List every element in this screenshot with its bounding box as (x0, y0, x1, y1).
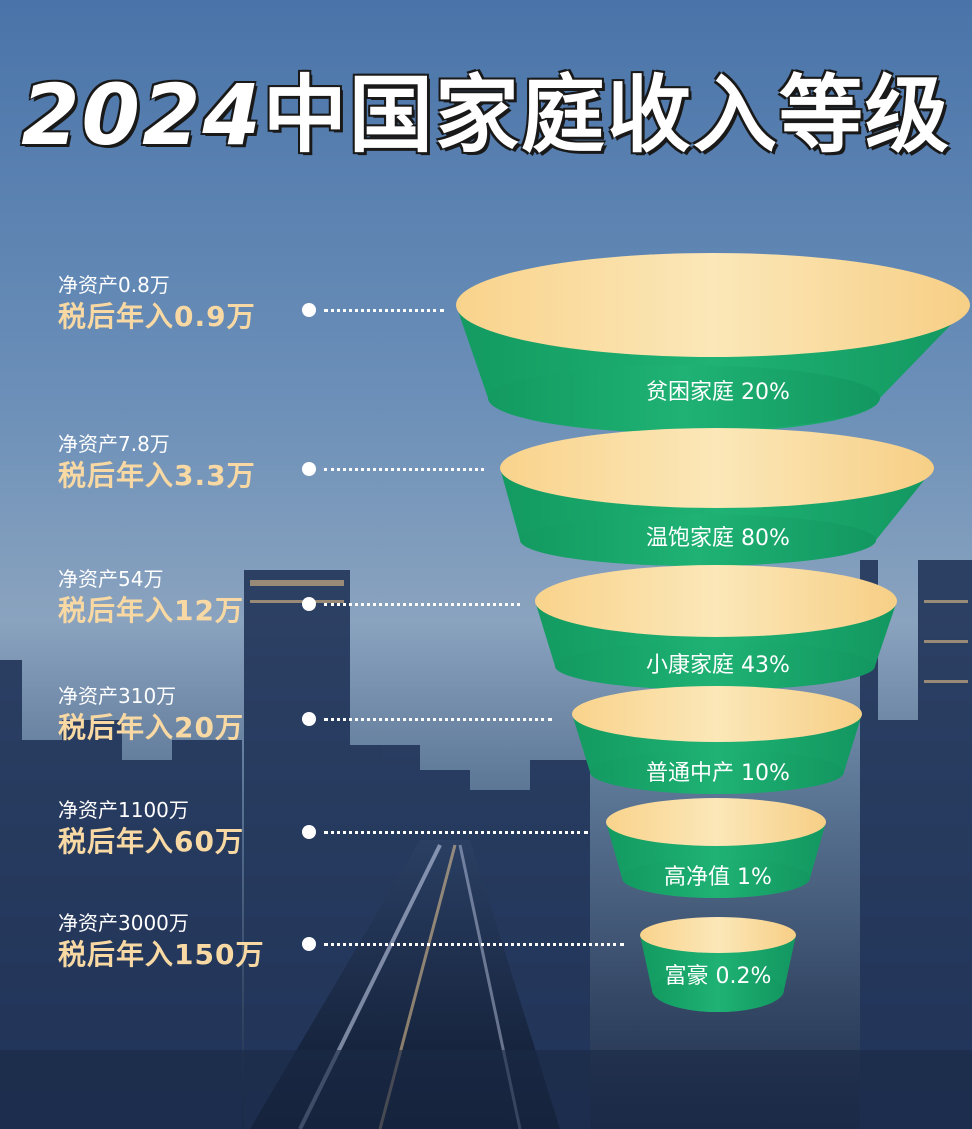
tier-name-1: 贫困家庭 20% (646, 380, 790, 405)
tier-info-2: 净资产7.8万 税后年入3.3万 (58, 431, 256, 495)
connector-line-6 (324, 943, 624, 946)
net-asset-text: 净资产7.8万 (58, 432, 170, 456)
net-asset-text: 净资产0.8万 (58, 273, 170, 297)
main-title: 2024中国家庭收入等级 (0, 48, 972, 169)
after-tax-income-text: 税后年入60万 (58, 825, 244, 858)
connector-dot-3 (302, 597, 316, 611)
net-asset-text: 净资产1100万 (58, 798, 189, 822)
after-tax-income-text: 税后年入0.9万 (58, 300, 256, 333)
after-tax-income-text: 税后年入150万 (58, 938, 265, 971)
tier-name-5: 高净值 1% (664, 865, 772, 890)
tier-name-6: 富豪 0.2% (664, 964, 772, 989)
tier-info-3: 净资产54万 税后年入12万 (58, 566, 244, 630)
title-text: 中国家庭收入等级 (262, 66, 951, 164)
title-year: 2024 (21, 66, 263, 164)
tier-name-2: 温饱家庭 80% (646, 526, 790, 551)
tier-info-6: 净资产3000万 税后年入150万 (58, 910, 264, 974)
tier-info-5: 净资产1100万 税后年入60万 (58, 797, 244, 861)
connector-dot-2 (302, 462, 316, 476)
tier-name-3: 小康家庭 43% (646, 653, 790, 678)
tier-info-1: 净资产0.8万 税后年入0.9万 (58, 272, 256, 336)
net-asset-text: 净资产3000万 (58, 911, 189, 935)
connector-dot-4 (302, 712, 316, 726)
connector-line-5 (324, 831, 588, 834)
funnel-tier-6 (640, 917, 796, 1012)
funnel-tier-2 (500, 428, 934, 566)
funnel-tier-3 (535, 565, 897, 690)
funnel-tier-4 (572, 686, 862, 794)
after-tax-income-text: 税后年入12万 (58, 594, 244, 627)
connector-line-3 (324, 603, 520, 606)
tier-name-4: 普通中产 10% (646, 761, 790, 786)
connector-line-1 (324, 309, 444, 312)
tier-info-4: 净资产310万 税后年入20万 (58, 683, 244, 747)
after-tax-income-text: 税后年入3.3万 (58, 459, 256, 492)
net-asset-text: 净资产310万 (58, 684, 177, 708)
connector-dot-6 (302, 937, 316, 951)
connector-dot-1 (302, 303, 316, 317)
after-tax-income-text: 税后年入20万 (58, 711, 244, 744)
connector-line-2 (324, 468, 484, 471)
funnel-tier-5 (606, 798, 826, 898)
funnel-tier-1 (456, 253, 970, 433)
net-asset-text: 净资产54万 (58, 567, 164, 591)
connector-line-4 (324, 718, 552, 721)
connector-dot-5 (302, 825, 316, 839)
